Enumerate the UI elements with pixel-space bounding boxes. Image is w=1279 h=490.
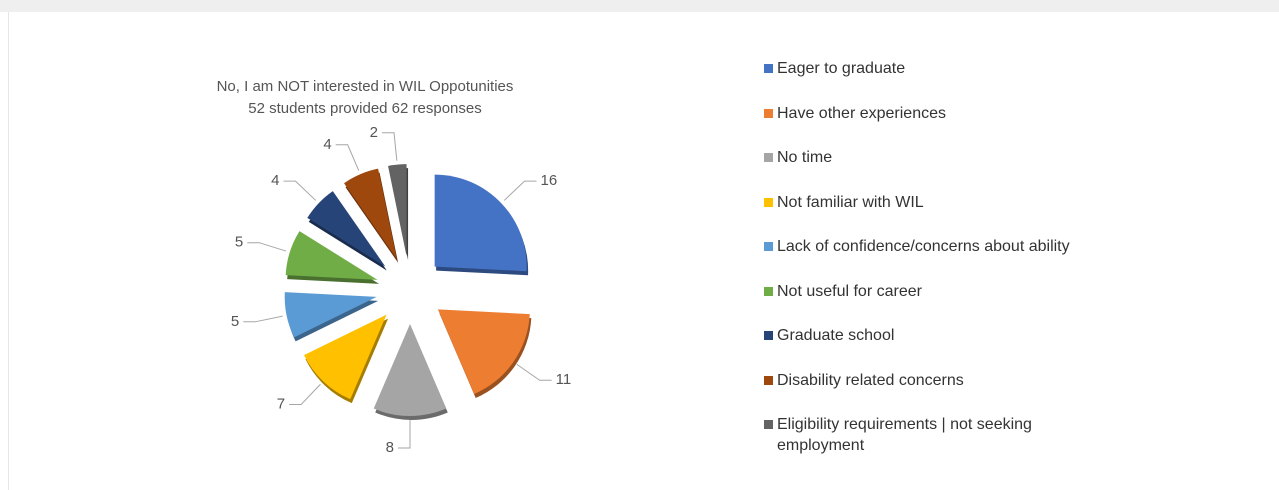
legend-item: Graduate school (764, 325, 1094, 346)
data-label: 5 (235, 234, 243, 251)
legend-swatch (764, 64, 773, 73)
legend-swatch (764, 197, 773, 207)
leader-line (516, 363, 552, 381)
data-label: 5 (231, 313, 239, 330)
slice (434, 174, 527, 272)
legend-item: Lack of confidence/concerns about abilit… (764, 236, 1094, 257)
legend-label: Graduate school (777, 327, 895, 344)
legend-item: Disability related concerns (764, 370, 1094, 391)
legend-item: No time (764, 147, 1094, 168)
legend-label: Eligibility requirements | not seeking e… (777, 416, 1032, 454)
legend-label: Disability related concerns (777, 371, 964, 389)
legend-label: Lack of confidence/concerns about abilit… (777, 238, 1070, 255)
chart-title: No, I am NOT interested in WIL Oppotunit… (217, 78, 514, 95)
legend-label: Have other experiences (777, 104, 946, 122)
leader-line (243, 315, 283, 323)
legend-item: Eager to graduate (764, 58, 1094, 79)
data-label: 8 (386, 439, 394, 456)
legend-item: Not familiar with WIL (764, 192, 1094, 213)
legend-swatch (764, 375, 773, 385)
slice (285, 231, 378, 280)
data-label: 2 (370, 124, 378, 141)
legend-swatch (764, 108, 773, 118)
data-label: 11 (556, 371, 572, 388)
legend-swatch (764, 420, 773, 429)
legend: Eager to graduate Have other experiences N… (764, 0, 1094, 490)
legend-label: Not useful for career (777, 282, 922, 300)
leader-line (289, 383, 321, 406)
leader-line (247, 242, 287, 252)
legend-item: Have other experiences (764, 103, 1094, 124)
slice (303, 314, 387, 400)
chart: No, I am NOT interested in WIL Oppotunit… (217, 78, 572, 456)
legend-swatch (764, 286, 773, 296)
slice (373, 324, 447, 417)
slice (284, 292, 377, 338)
slice (344, 168, 397, 259)
legend-label: Not familiar with WIL (777, 193, 924, 211)
leader-line (398, 420, 411, 449)
leader-line (283, 180, 317, 201)
leader-line (382, 132, 398, 161)
chart-subtitle: 52 students provided 62 responses (248, 100, 482, 117)
leader-line (335, 144, 360, 171)
legend-item: Not useful for career (764, 281, 1094, 302)
legend-label: No time (777, 149, 833, 166)
slice (437, 309, 530, 394)
leader-line (503, 180, 537, 201)
legend-swatch (764, 153, 773, 162)
data-label: 7 (277, 395, 285, 412)
top-band (0, 0, 1279, 12)
legend-swatch (764, 331, 773, 340)
data-label: 4 (323, 136, 331, 153)
data-label: 16 (541, 172, 558, 189)
legend-label: Eager to graduate (777, 60, 906, 77)
slice (388, 164, 407, 257)
slice (307, 191, 386, 267)
legend-item: Eligibility requirements | not seeking e… (764, 414, 1094, 456)
legend-swatch (764, 242, 773, 251)
data-label: 4 (271, 172, 279, 189)
left-edge (8, 12, 9, 490)
